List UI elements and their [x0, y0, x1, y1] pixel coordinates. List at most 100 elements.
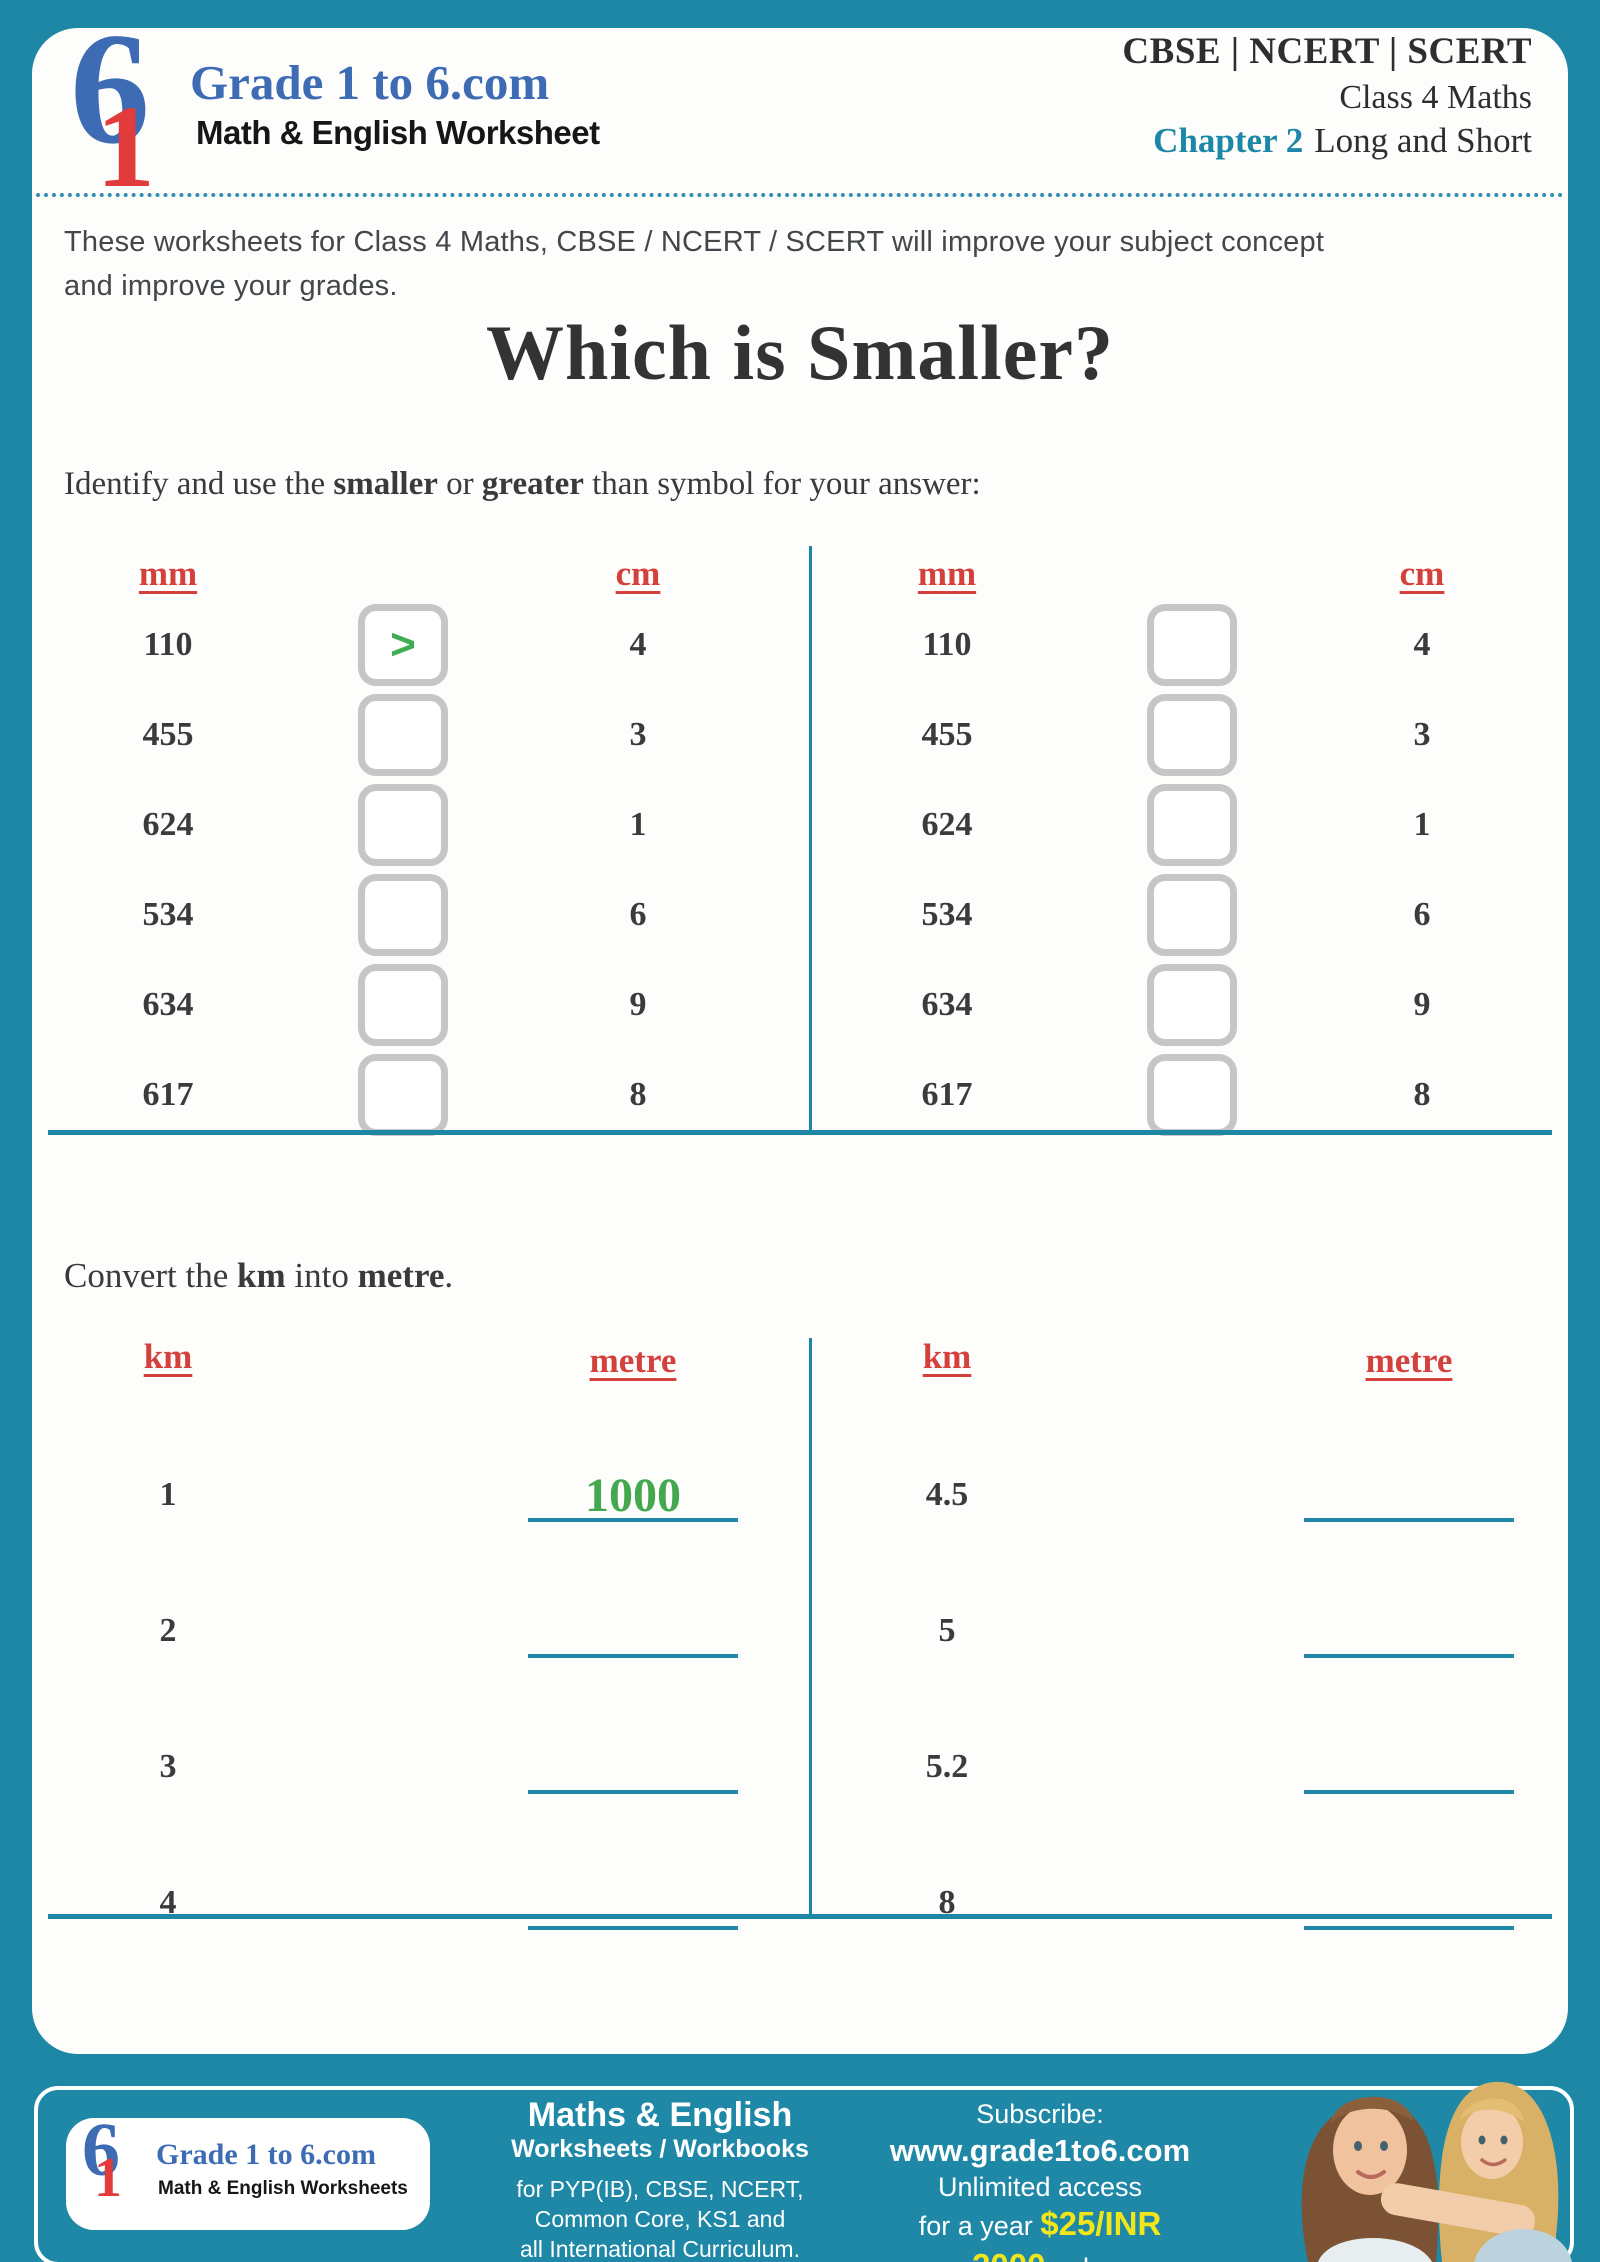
cm-value: 4 — [1413, 626, 1431, 663]
logo-numeral-6-icon: 6 — [82, 2108, 120, 2192]
answer-box[interactable] — [358, 964, 448, 1046]
answer-box[interactable] — [358, 694, 448, 776]
header-course-info: CBSE | NCERT | SCERT Class 4 Maths Chapt… — [1122, 30, 1532, 161]
instruction-greater: greater — [481, 466, 584, 502]
page-title: Which is Smaller? — [485, 309, 1114, 396]
footer-subscribe: Subscribe: www.grade1to6.com Unlimited a… — [880, 2096, 1200, 2262]
compare-header-row: mm cm — [812, 548, 1552, 600]
footer-curriculum-line-2: Common Core, KS1 and — [534, 2206, 786, 2232]
compare-header-row: mm cm — [48, 548, 808, 600]
dotted-divider — [36, 193, 1564, 197]
answer-blank[interactable] — [1304, 1592, 1514, 1658]
km-value: 8 — [938, 1884, 956, 1921]
table-row: 624 1 — [812, 780, 1552, 870]
table-row: 455 3 — [812, 690, 1552, 780]
answer-box[interactable] — [358, 1054, 448, 1136]
cm-value: 6 — [629, 896, 647, 933]
subscribe-url[interactable]: www.grade1to6.com — [889, 2133, 1191, 2168]
answer-box[interactable] — [1147, 964, 1237, 1046]
table-row: 3 — [48, 1658, 808, 1794]
table-row: 2 — [48, 1522, 808, 1658]
cm-value: 3 — [1413, 716, 1431, 753]
answer-box[interactable] — [358, 784, 448, 866]
answer-box[interactable] — [1147, 604, 1237, 686]
compare-table-left: mm cm 110 > 4 455 3 624 1 534 6 634 9 — [48, 548, 808, 1140]
chapter-line: Chapter 2 Long and Short — [1122, 121, 1532, 161]
answer-box[interactable]: > — [358, 604, 448, 686]
answer-blank[interactable] — [1304, 1728, 1514, 1794]
class-line: Class 4 Maths — [1339, 79, 1532, 116]
mm-value: 617 — [142, 1076, 194, 1113]
intro-line-2: and improve your grades. — [64, 270, 398, 302]
convert-heading: Convert the km into metre. — [64, 1256, 453, 1296]
table-divider-vertical — [809, 1338, 812, 1918]
km-value: 1 — [159, 1476, 177, 1513]
footer-subtitle: Worksheets / Workbooks — [511, 2135, 809, 2163]
mm-value: 624 — [921, 806, 973, 843]
mm-value: 617 — [921, 1076, 973, 1113]
instruction-text: Identify and use the smaller or greater … — [64, 466, 981, 503]
footer-description: Maths & English Worksheets / Workbooks f… — [455, 2096, 865, 2262]
table-row: 4 — [48, 1794, 808, 1930]
mm-value: 455 — [142, 716, 194, 753]
section-divider-line — [48, 1914, 1552, 1919]
table-row: 110 4 — [812, 600, 1552, 690]
logo-numeral-6-icon: 6 — [70, 0, 150, 177]
column-header-cm: cm — [615, 554, 661, 593]
answer-box[interactable] — [1147, 784, 1237, 866]
answer-box[interactable] — [1147, 694, 1237, 776]
table-row: 624 1 — [48, 780, 808, 870]
table-row: 5.2 — [812, 1658, 1552, 1794]
column-header-km: km — [922, 1337, 972, 1376]
footer-logo-pill: 6 1 Grade 1 to 6.com Math & English Work… — [66, 2112, 430, 2230]
table-row: 534 6 — [812, 870, 1552, 960]
cm-value: 8 — [629, 1076, 647, 1113]
column-header-metre: metre — [1365, 1341, 1453, 1380]
intro-line-1: These worksheets for Class 4 Maths, CBSE… — [64, 226, 1325, 258]
price-value: $25/INR 2000 — [972, 2205, 1162, 2262]
table-row: 634 9 — [812, 960, 1552, 1050]
mm-value: 534 — [921, 896, 973, 933]
table-row: 455 3 — [48, 690, 808, 780]
subscribe-access: Unlimited access — [937, 2172, 1143, 2202]
cm-value: 8 — [1413, 1076, 1431, 1113]
convert-table-right: km metre 4.5 5 5.2 8 — [812, 1336, 1552, 1930]
cm-value: 1 — [1413, 806, 1431, 843]
intro-text: These worksheets for Class 4 Maths, CBSE… — [64, 220, 1324, 308]
answer-blank[interactable] — [528, 1728, 738, 1794]
instruction-post: than symbol for your answer: — [583, 466, 981, 502]
answer-box[interactable] — [358, 874, 448, 956]
km-value: 5.2 — [925, 1748, 969, 1785]
answer-box[interactable] — [1147, 1054, 1237, 1136]
convert-mid: into — [285, 1256, 358, 1295]
cm-value: 1 — [629, 806, 647, 843]
subscribe-price-line: for a year $25/INR 2000 only. — [880, 2204, 1200, 2262]
footer-logo-tagline: Math & English Worksheets — [158, 2178, 408, 2199]
column-header-metre: metre — [589, 1341, 677, 1380]
answer-blank[interactable] — [1304, 1456, 1514, 1522]
answer-blank[interactable] — [528, 1864, 738, 1930]
table-row: 617 8 — [812, 1050, 1552, 1140]
comparison-symbol: > — [390, 620, 416, 669]
cm-value: 9 — [1413, 986, 1431, 1023]
km-value: 4 — [159, 1884, 177, 1921]
km-value: 5 — [938, 1612, 956, 1649]
logo-numeral-1-icon: 1 — [94, 2147, 122, 2209]
price-post: only. — [1045, 2253, 1108, 2262]
km-value: 3 — [159, 1748, 177, 1785]
mm-value: 534 — [142, 896, 194, 933]
chapter-label: Chapter 2 — [1153, 121, 1304, 160]
table-row: 5 — [812, 1522, 1552, 1658]
convert-pre: Convert the — [64, 1256, 238, 1295]
answer-box[interactable] — [1147, 874, 1237, 956]
answer-blank[interactable] — [1304, 1864, 1514, 1930]
column-header-mm: mm — [917, 554, 977, 593]
answer-blank[interactable] — [528, 1592, 738, 1658]
convert-header-row: km metre — [812, 1336, 1552, 1386]
convert-metre: metre — [357, 1256, 445, 1295]
logo-numeral-1-icon: 1 — [96, 81, 155, 212]
convert-header-row: km metre — [48, 1336, 808, 1386]
answer-blank[interactable]: 1000 — [528, 1456, 738, 1522]
section-divider-line — [48, 1130, 1552, 1135]
